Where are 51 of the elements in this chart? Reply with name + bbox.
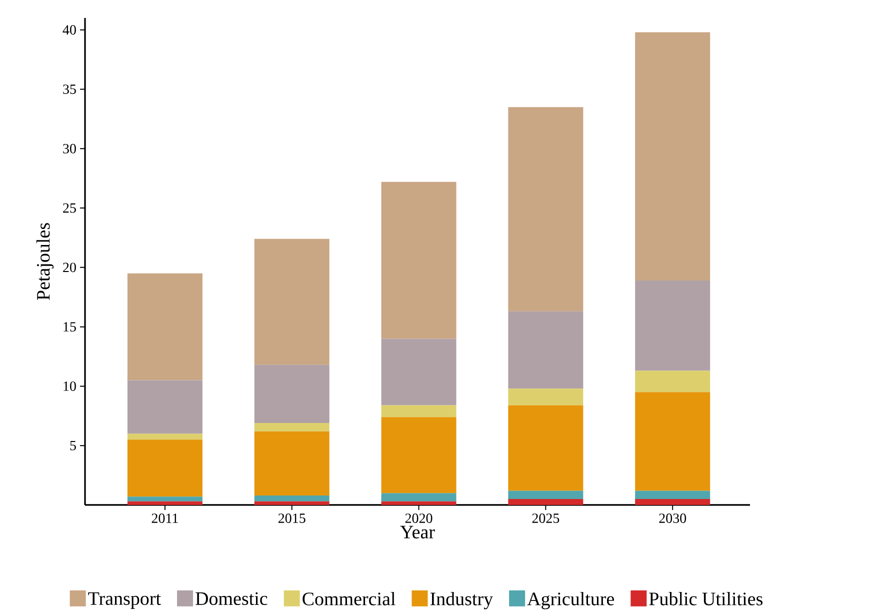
bar — [127, 496, 202, 502]
y-tick-label: 10 — [64, 382, 76, 392]
bar — [508, 405, 584, 491]
bar — [508, 490, 584, 500]
bar — [635, 280, 710, 371]
legend-label: Domestic — [196, 592, 268, 606]
bar — [381, 182, 456, 339]
bar — [381, 338, 456, 406]
x-tick-label: 2011 — [152, 514, 178, 524]
y-axis-title: Petajoules — [36, 223, 54, 300]
x-tick-label: 2015 — [278, 514, 306, 524]
bar — [254, 365, 330, 424]
bar — [254, 502, 330, 506]
y-tick-label: 35 — [63, 84, 76, 94]
bar — [508, 312, 584, 389]
legend-label: Transport — [88, 592, 161, 610]
y-tick-label: 15 — [64, 322, 76, 332]
bar — [254, 496, 330, 502]
bar — [127, 274, 202, 380]
y-tick-label: 30 — [63, 144, 76, 154]
bar — [381, 405, 456, 418]
bar — [635, 490, 710, 500]
bar — [127, 502, 202, 506]
bar — [381, 502, 456, 506]
bar — [127, 380, 202, 434]
bar — [127, 434, 202, 440]
bar — [381, 417, 456, 494]
legend-label: Agriculture — [527, 592, 614, 610]
bar — [127, 440, 202, 497]
bar — [254, 432, 330, 496]
x-tick-label: 2030 — [659, 514, 686, 524]
bar — [635, 370, 710, 392]
bar — [635, 32, 710, 281]
bar — [254, 239, 330, 365]
x-axis-title: Year — [400, 526, 435, 539]
bar — [635, 499, 710, 506]
legend-label: Public Utilities — [649, 592, 762, 606]
bar — [381, 493, 456, 502]
bar — [508, 388, 584, 406]
legend-label: Industry — [430, 592, 493, 610]
y-tick-label: 40 — [62, 25, 76, 35]
bar — [508, 499, 584, 506]
y-tick-label: 25 — [63, 204, 76, 213]
x-tick-label: 2025 — [532, 514, 560, 524]
legend-label: Commercial — [302, 592, 396, 606]
bar — [508, 107, 584, 312]
y-tick-label: 5 — [70, 441, 76, 450]
x-tick-label: 2020 — [405, 514, 432, 524]
bar — [254, 423, 330, 432]
y-tick-label: 20 — [63, 262, 76, 272]
bar — [635, 392, 710, 491]
